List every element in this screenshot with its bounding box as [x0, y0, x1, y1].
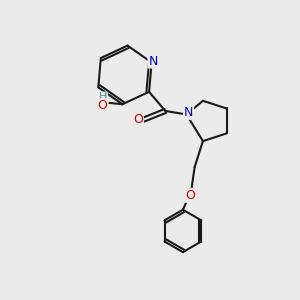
- Text: H: H: [98, 92, 107, 103]
- Text: O: O: [186, 189, 196, 202]
- Text: N: N: [184, 106, 193, 119]
- Text: O: O: [133, 113, 143, 126]
- Text: O: O: [98, 99, 108, 112]
- Text: N: N: [148, 55, 158, 68]
